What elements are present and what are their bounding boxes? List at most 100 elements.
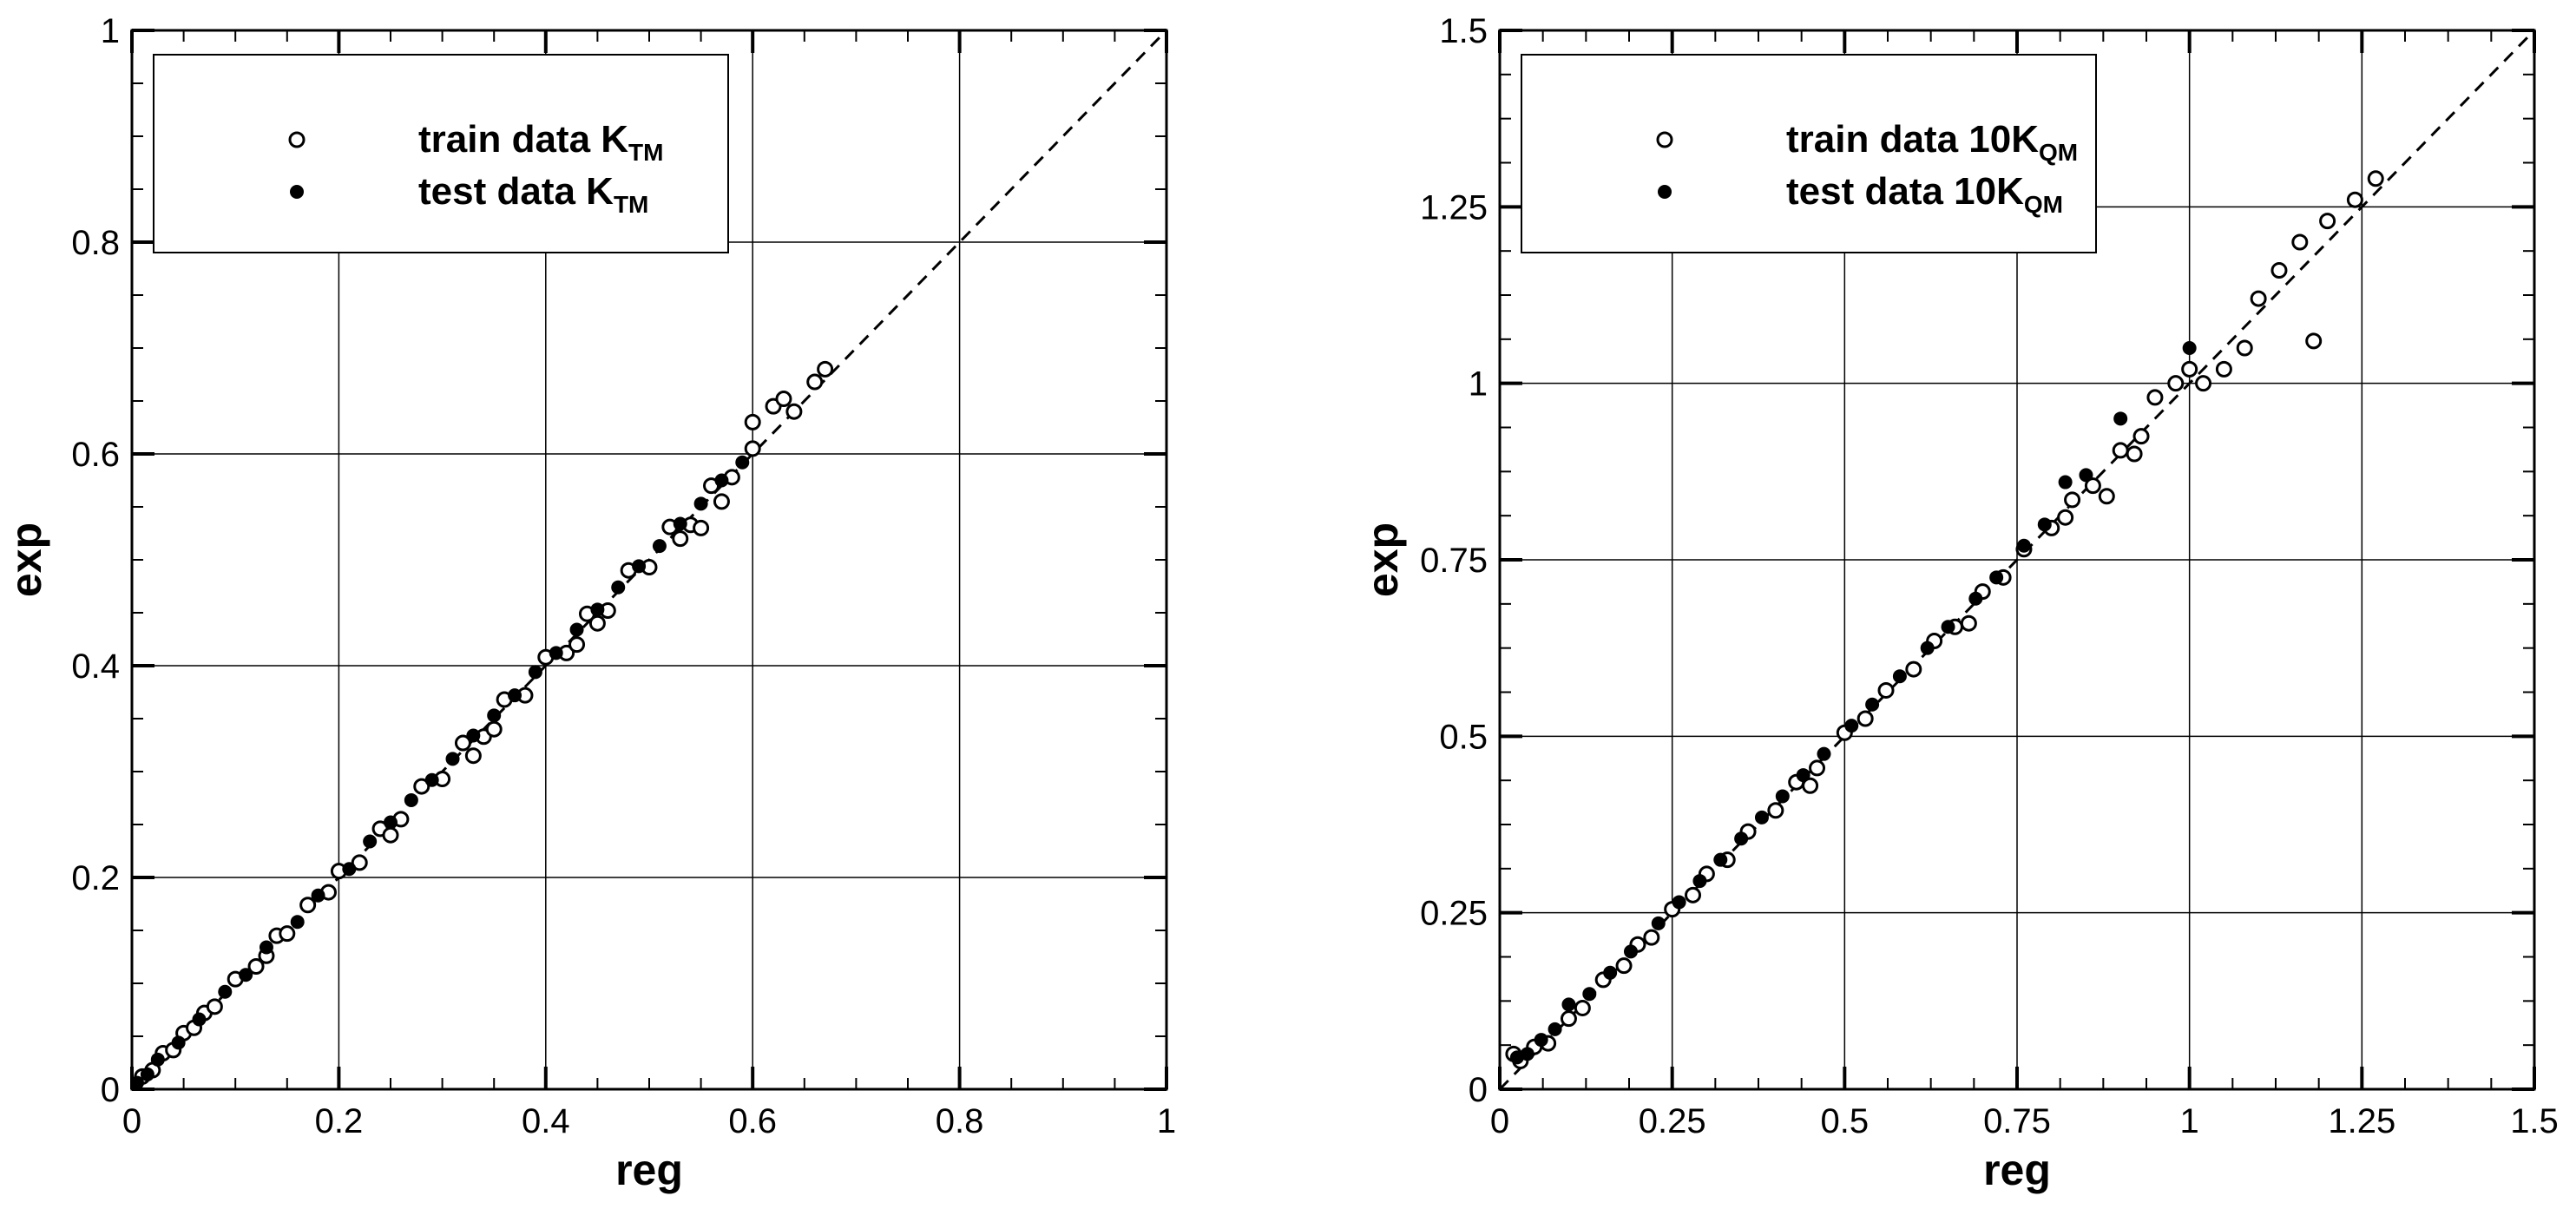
point-test-right	[2037, 517, 2052, 532]
y-tick-label-right: 1	[1469, 365, 1488, 404]
point-test-right	[1713, 852, 1728, 867]
point-train-right	[2367, 170, 2384, 187]
point-test-right	[2113, 411, 2128, 426]
point-test-left	[363, 834, 378, 849]
point-test-right	[1548, 1022, 1562, 1036]
legend-main-train-right: train data 10K	[1786, 118, 2039, 161]
point-train-right	[2346, 191, 2363, 208]
x-tick-label-right: 1.25	[2328, 1102, 2395, 1140]
point-train-left	[485, 720, 503, 738]
point-test-right	[1892, 669, 1907, 684]
point-train-right	[2084, 477, 2101, 495]
x-axis-title-right: reg	[1983, 1146, 2051, 1194]
point-test-left	[290, 915, 305, 930]
point-train-left	[568, 636, 586, 654]
point-train-left	[454, 734, 471, 752]
point-train-left	[775, 391, 792, 408]
chart-left: 0 0.2 0.4 0.6 0.8 1 0 0.2 0.4 0.6 0.8 1 reg exp tra…	[2, 12, 1176, 1194]
point-test-right	[1603, 965, 1618, 980]
legend-label-test-left: test data KTM	[418, 170, 648, 218]
point-test-left	[259, 940, 273, 955]
series-train-right	[1505, 170, 2384, 1069]
legend-marker-test-left	[290, 185, 304, 199]
y-tick-label-right: 0.25	[1420, 895, 1488, 933]
point-test-left	[218, 984, 233, 999]
legend-marker-train-left	[288, 131, 306, 148]
point-test-right	[1968, 591, 1983, 606]
point-train-left	[806, 373, 824, 391]
point-test-left	[508, 688, 522, 703]
point-train-right	[2305, 332, 2323, 350]
point-test-right	[1734, 831, 1749, 846]
point-train-left	[413, 778, 430, 795]
point-test-left	[611, 580, 626, 595]
point-train-left	[744, 440, 761, 457]
point-test-left	[487, 708, 502, 723]
y-tick-label-right: 0.5	[1439, 718, 1488, 756]
y-tick-label-left: 0.8	[71, 224, 120, 262]
point-test-left	[140, 1067, 154, 1081]
legend-label-test-right: test data 10KQM	[1786, 170, 2063, 218]
y-tick-label-right: 0.75	[1420, 542, 1488, 580]
y-axis-title-left: exp	[2, 522, 50, 597]
point-test-right	[2016, 538, 2031, 553]
point-train-right	[1643, 929, 1660, 946]
point-test-left	[424, 772, 439, 787]
point-test-left	[549, 646, 563, 660]
point-test-right	[1561, 997, 1576, 1012]
point-train-right	[2167, 375, 2185, 392]
point-train-right	[2146, 389, 2164, 406]
y-tick-label-right: 0	[1469, 1071, 1488, 1109]
point-test-right	[1817, 746, 1831, 761]
legend-main-train-left: train data K	[418, 118, 628, 161]
y-tick-label-left: 1	[101, 12, 120, 50]
legend-sub-train-left: TM	[628, 139, 663, 166]
point-train-right	[1877, 681, 1895, 699]
identity-line-right	[1498, 29, 2536, 1091]
point-test-left	[569, 622, 584, 637]
point-train-left	[817, 360, 834, 378]
x-tick-label-left: 0.6	[728, 1102, 777, 1140]
x-tick-label-left: 0.8	[936, 1102, 984, 1140]
point-test-left	[404, 792, 418, 807]
point-test-left	[693, 496, 708, 511]
y-axis-title-right: exp	[1358, 522, 1407, 597]
x-tick-label-right: 1	[2180, 1102, 2199, 1140]
point-test-left	[384, 815, 398, 830]
tick-labels-right: 0 0.25 0.5 0.75 1 1.25 1.5 0 0.25 0.5 0.75 1 1.25 1.5	[1420, 12, 2559, 1140]
legend-marker-test-right	[1658, 185, 1672, 199]
point-train-right	[2057, 509, 2074, 526]
point-train-right	[1809, 759, 1826, 777]
point-train-left	[247, 957, 265, 975]
legend-label-train-left: train data KTM	[418, 118, 663, 166]
legend-main-test-left: test data K	[418, 170, 614, 213]
point-train-right	[2195, 375, 2212, 392]
tick-labels-left: 0 0.2 0.4 0.6 0.8 1 0 0.2 0.4 0.6 0.8 1	[71, 12, 1176, 1140]
point-train-right	[2064, 491, 2081, 509]
y-tick-label-left: 0.4	[71, 647, 120, 686]
point-test-right	[1534, 1033, 1548, 1048]
point-test-left	[311, 888, 325, 903]
point-test-left	[590, 602, 605, 617]
point-test-right	[2058, 475, 2073, 490]
legend-right: train data 10K QM test data 10KQM	[1521, 54, 2097, 253]
point-train-left	[744, 413, 761, 430]
point-train-right	[2126, 445, 2143, 463]
point-test-left	[466, 728, 481, 743]
point-test-right	[1520, 1047, 1534, 1061]
x-tick-label-left: 1	[1157, 1102, 1176, 1140]
point-train-right	[2236, 339, 2253, 357]
legend-box-left	[153, 54, 729, 253]
point-train-left	[672, 530, 689, 548]
point-train-left	[351, 854, 368, 871]
point-train-left	[713, 493, 730, 510]
point-test-left	[528, 665, 542, 680]
legend-sub-test-right: QM	[2024, 191, 2063, 218]
y-tick-label-right: 1.25	[1420, 188, 1488, 227]
series-test-left	[129, 455, 750, 1090]
point-test-left	[445, 752, 460, 766]
point-train-left	[382, 826, 399, 844]
x-tick-label-right: 1.5	[2510, 1102, 2559, 1140]
point-train-right	[2270, 262, 2288, 279]
point-train-left	[464, 747, 482, 765]
